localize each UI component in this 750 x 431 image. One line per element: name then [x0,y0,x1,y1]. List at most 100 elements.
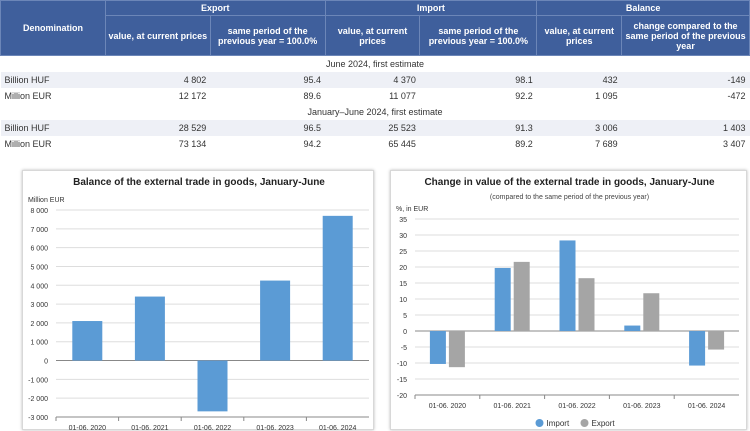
x-tick-label: 01-06. 2021 [494,403,531,410]
table-row: Billion HUF 28 529 96.5 25 523 91.3 3 006 1 40… [0,119,750,136]
y-tick-label: -1 000 [28,377,48,384]
bar [72,321,103,361]
y-tick-label: 0 [403,329,407,336]
balance-chart: Balance of the external trade in goods, … [28,177,369,431]
cell-value: 96.5 [210,119,326,136]
cell-value: 3 407 [621,135,750,152]
cell-value: 432 [536,71,622,88]
y-tick-label: 2 000 [30,321,48,328]
y-tick-label: 7 000 [30,227,48,234]
subheader: value, at current prices [536,15,623,56]
subheader: value, at current prices [324,15,421,56]
section-title: January–June 2024, first estimate [0,103,750,120]
bar [689,331,706,366]
bar [260,280,291,361]
bar [513,261,530,331]
y-tick-label: 0 [44,359,48,366]
legend-label: Export [592,419,616,428]
cell-value: 7 689 [536,135,622,152]
bar [197,360,228,412]
trade-summary-table: Denomination Export Import Balance value… [0,0,750,152]
bar [494,267,511,331]
row-label: Billion HUF [0,119,106,136]
x-tick-label: 01-06. 2020 [429,403,466,410]
y-tick-label: 5 [403,313,407,320]
cell-value: 98.1 [419,71,537,88]
cell-value: 1 095 [536,87,622,104]
cell-value: 89.2 [419,135,537,152]
row-label: Million EUR [0,87,106,104]
cell-value: 94.2 [210,135,326,152]
x-tick-label: 01-06. 2022 [194,425,231,431]
header-denomination: Denomination [0,0,106,56]
y-tick-label: 35 [399,217,407,224]
cell-value: -472 [621,87,750,104]
table-row: Million EUR 12 172 89.6 11 077 92.2 1 095 -472 [0,87,750,104]
y-tick-label: -10 [397,361,407,368]
table-row: Billion HUF 4 802 95.4 4 370 98.1 432 -149 [0,71,750,88]
x-tick-label: 01-06. 2022 [558,403,595,410]
bar [322,215,353,361]
y-tick-label: 15 [399,281,407,288]
cell-value: 92.2 [419,87,537,104]
cell-value: 91.3 [419,119,537,136]
y-axis-label: Million EUR [28,197,65,204]
y-tick-label: -3 000 [28,415,48,422]
y-tick-label: -5 [401,345,407,352]
x-tick-label: 01-06. 2023 [256,425,293,431]
header-balance: Balance [536,0,750,16]
y-axis-label: %, in EUR [396,206,428,213]
legend-marker [580,419,589,427]
y-tick-label: 30 [399,233,407,240]
subheader: same period of the previous year = 100.0… [209,15,326,56]
cell-value: 73 134 [105,135,211,152]
x-tick-label: 01-06. 2020 [69,425,106,431]
cell-value: 65 445 [325,135,420,152]
y-tick-label: 8 000 [30,208,48,215]
row-label: Billion HUF [0,71,106,88]
bar [429,331,446,364]
row-label: Million EUR [0,135,106,152]
x-tick-label: 01-06. 2024 [688,403,725,410]
y-tick-label: 5 000 [30,264,48,271]
y-tick-label: 10 [399,297,407,304]
bar [448,331,465,368]
cell-value: 4 370 [325,71,420,88]
cell-value: 4 802 [105,71,211,88]
subheader: same period of the previous year = 100.0… [419,15,538,56]
table-row: Million EUR 73 134 94.2 65 445 89.2 7 689 3 40… [0,135,750,152]
change-chart: Change in value of the external trade in… [396,177,739,428]
bar [578,278,595,331]
subheader: change compared to the same period of th… [621,15,750,56]
balance-chart-panel: Balance of the external trade in goods, … [22,170,374,431]
section-title: June 2024, first estimate [0,55,750,72]
y-tick-label: -20 [397,393,407,400]
cell-value: 1 403 [621,119,750,136]
cell-value: 95.4 [210,71,326,88]
y-tick-label: 20 [399,265,407,272]
y-tick-label: -2 000 [28,396,48,403]
x-tick-label: 01-06. 2021 [131,425,168,431]
y-tick-label: 25 [399,249,407,256]
bar [559,240,576,331]
y-tick-label: -15 [397,377,407,384]
x-tick-label: 01-06. 2023 [623,403,660,410]
bar [134,296,165,361]
bar [643,293,660,331]
chart-subtitle: (compared to the same period of the prev… [490,194,649,201]
chart-title: Balance of the external trade in goods, … [73,177,325,188]
y-tick-label: 1 000 [30,340,48,347]
change-chart-panel: Change in value of the external trade in… [390,170,747,430]
cell-value: 12 172 [105,87,211,104]
cell-value: 25 523 [325,119,420,136]
cell-value: 3 006 [536,119,622,136]
legend-label: Import [547,419,570,428]
cell-value: 11 077 [325,87,420,104]
y-tick-label: 6 000 [30,246,48,253]
y-tick-label: 4 000 [30,283,48,290]
bar [624,325,641,331]
cell-value: -149 [621,71,750,88]
cell-value: 89.6 [210,87,326,104]
header-import: Import [324,0,538,16]
x-tick-label: 01-06. 2024 [319,425,356,431]
